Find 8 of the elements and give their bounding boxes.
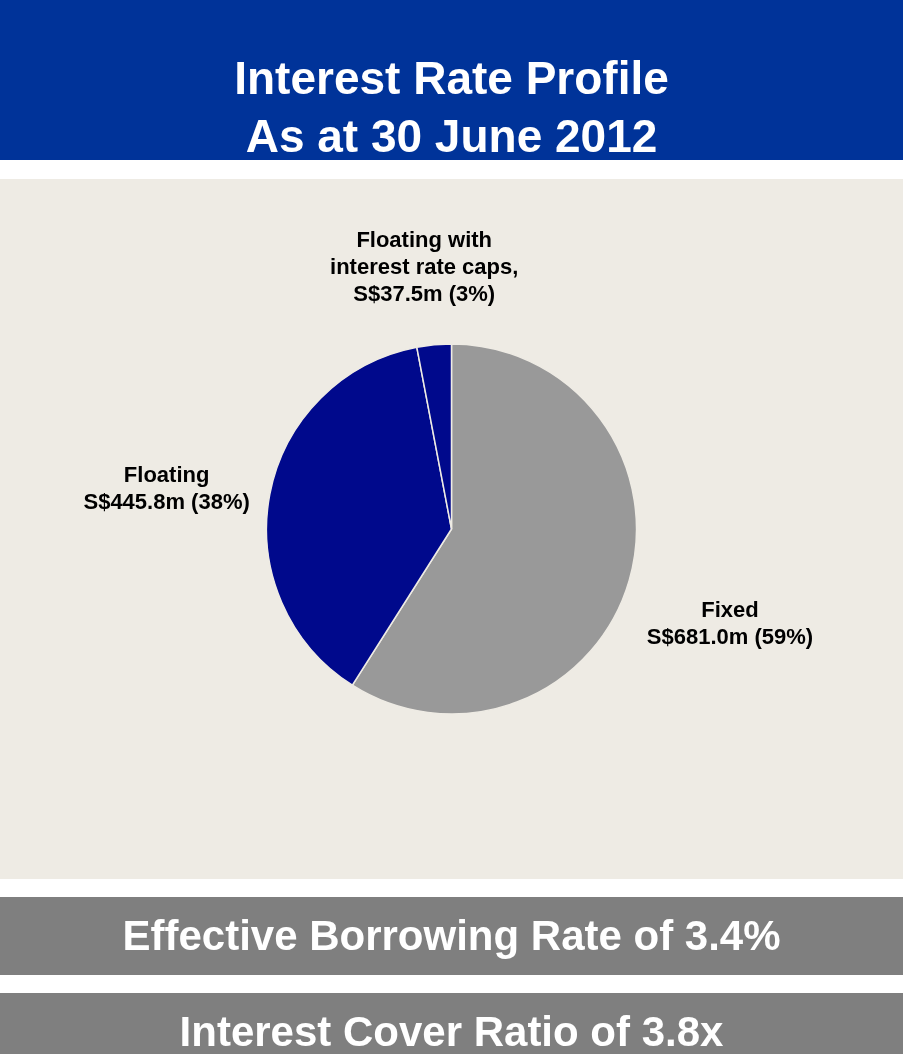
slice-label: Fixed — [701, 596, 759, 622]
text: Effective Borrowing Rate of 3.4% — [122, 912, 781, 959]
text: Interest Cover Ratio of 3.8x — [179, 1008, 725, 1054]
chart-title: Interest Rate Profile As at 30 June 2012 — [234, 52, 669, 162]
slice-label: Floating with interest rate caps, S$37.5m (3%) — [330, 227, 519, 307]
slice-label: Floating — [123, 461, 210, 487]
data-label: S$445.8m (38%) — [83, 488, 250, 514]
data-label: S$681.0m (59%) — [646, 623, 814, 649]
